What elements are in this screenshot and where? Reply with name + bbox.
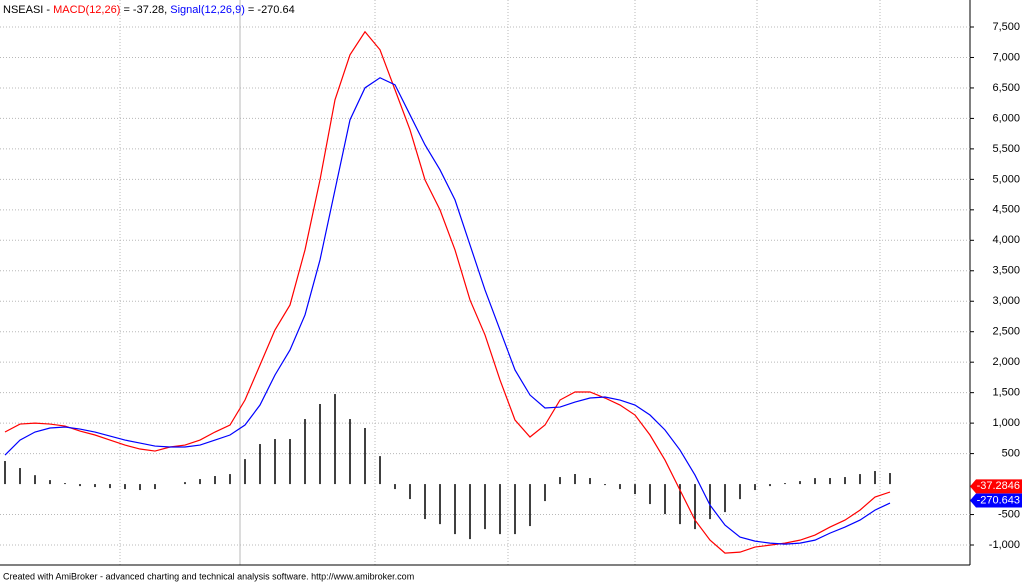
y-tick-label: 2,000 (992, 356, 1020, 368)
y-tick-label: 5,500 (992, 143, 1020, 155)
series-line (4, 77, 891, 545)
legend-signal: Signal(12,26,9) (170, 4, 245, 16)
value-marker (970, 479, 1022, 494)
header: NSEASI - MACD(12,26) = -37.28, Signal(12… (3, 4, 295, 16)
y-tick-label: 5,000 (992, 173, 1020, 185)
y-tick-label: -1,000 (989, 539, 1020, 551)
series-line (4, 30, 891, 554)
y-tick-label: 3,000 (992, 295, 1020, 307)
y-tick-label: 3,500 (992, 265, 1020, 277)
y-tick-label: 6,000 (992, 112, 1020, 124)
y-tick-label: 4,500 (992, 204, 1020, 216)
y-tick-label: 500 (1002, 448, 1020, 460)
header-value: = -37.28, (123, 4, 167, 16)
y-tick-label: 4,000 (992, 234, 1020, 246)
y-tick-label: -500 (998, 508, 1020, 520)
y-tick-label: 1,000 (992, 417, 1020, 429)
header-value: = -270.64 (248, 4, 295, 16)
value-marker-label: -270.643 (977, 494, 1020, 506)
value-marker-label: -37.2846 (977, 480, 1020, 492)
y-tick-label: 7,500 (992, 21, 1020, 33)
vertical-grid (119, 0, 881, 565)
value-marker (970, 493, 1022, 508)
y-tick-label: 1,500 (992, 387, 1020, 399)
y-tick-label: 2,500 (992, 326, 1020, 338)
footer: Created with AmiBroker - advanced charti… (3, 571, 414, 581)
ticker: NSEASI - (3, 4, 50, 16)
y-tick-label: 6,500 (992, 82, 1020, 94)
y-tick-label: 7,000 (992, 51, 1020, 63)
legend-macd: MACD(12,26) (53, 4, 120, 16)
